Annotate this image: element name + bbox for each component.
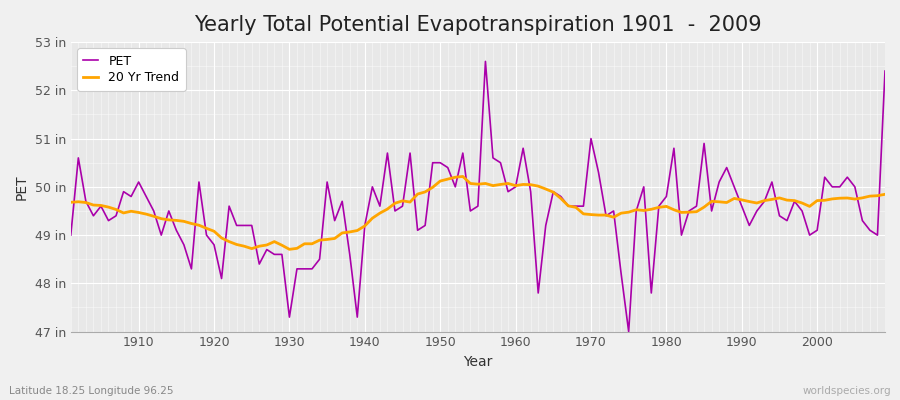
20 Yr Trend	[879, 192, 890, 197]
Line: PET: PET	[71, 62, 885, 332]
X-axis label: Year: Year	[464, 355, 492, 369]
PET	[66, 233, 77, 238]
Text: worldspecies.org: worldspecies.org	[803, 386, 891, 396]
20 Yr Trend	[616, 211, 626, 216]
Line: 20 Yr Trend: 20 Yr Trend	[71, 176, 885, 249]
PET	[624, 329, 634, 334]
PET	[879, 69, 890, 74]
Y-axis label: PET: PET	[15, 174, 29, 200]
PET	[292, 266, 302, 271]
PET	[510, 184, 521, 189]
20 Yr Trend	[284, 247, 295, 252]
PET	[608, 208, 619, 213]
20 Yr Trend	[518, 182, 528, 187]
20 Yr Trend	[126, 209, 137, 214]
PET	[337, 199, 347, 204]
20 Yr Trend	[66, 200, 77, 205]
20 Yr Trend	[457, 174, 468, 179]
20 Yr Trend	[299, 241, 310, 246]
PET	[518, 146, 528, 151]
Text: Latitude 18.25 Longitude 96.25: Latitude 18.25 Longitude 96.25	[9, 386, 174, 396]
Legend: PET, 20 Yr Trend: PET, 20 Yr Trend	[77, 48, 185, 91]
20 Yr Trend	[526, 182, 536, 187]
20 Yr Trend	[345, 230, 356, 234]
Title: Yearly Total Potential Evapotranspiration 1901  -  2009: Yearly Total Potential Evapotranspiratio…	[194, 15, 761, 35]
PET	[126, 194, 137, 199]
PET	[480, 59, 491, 64]
